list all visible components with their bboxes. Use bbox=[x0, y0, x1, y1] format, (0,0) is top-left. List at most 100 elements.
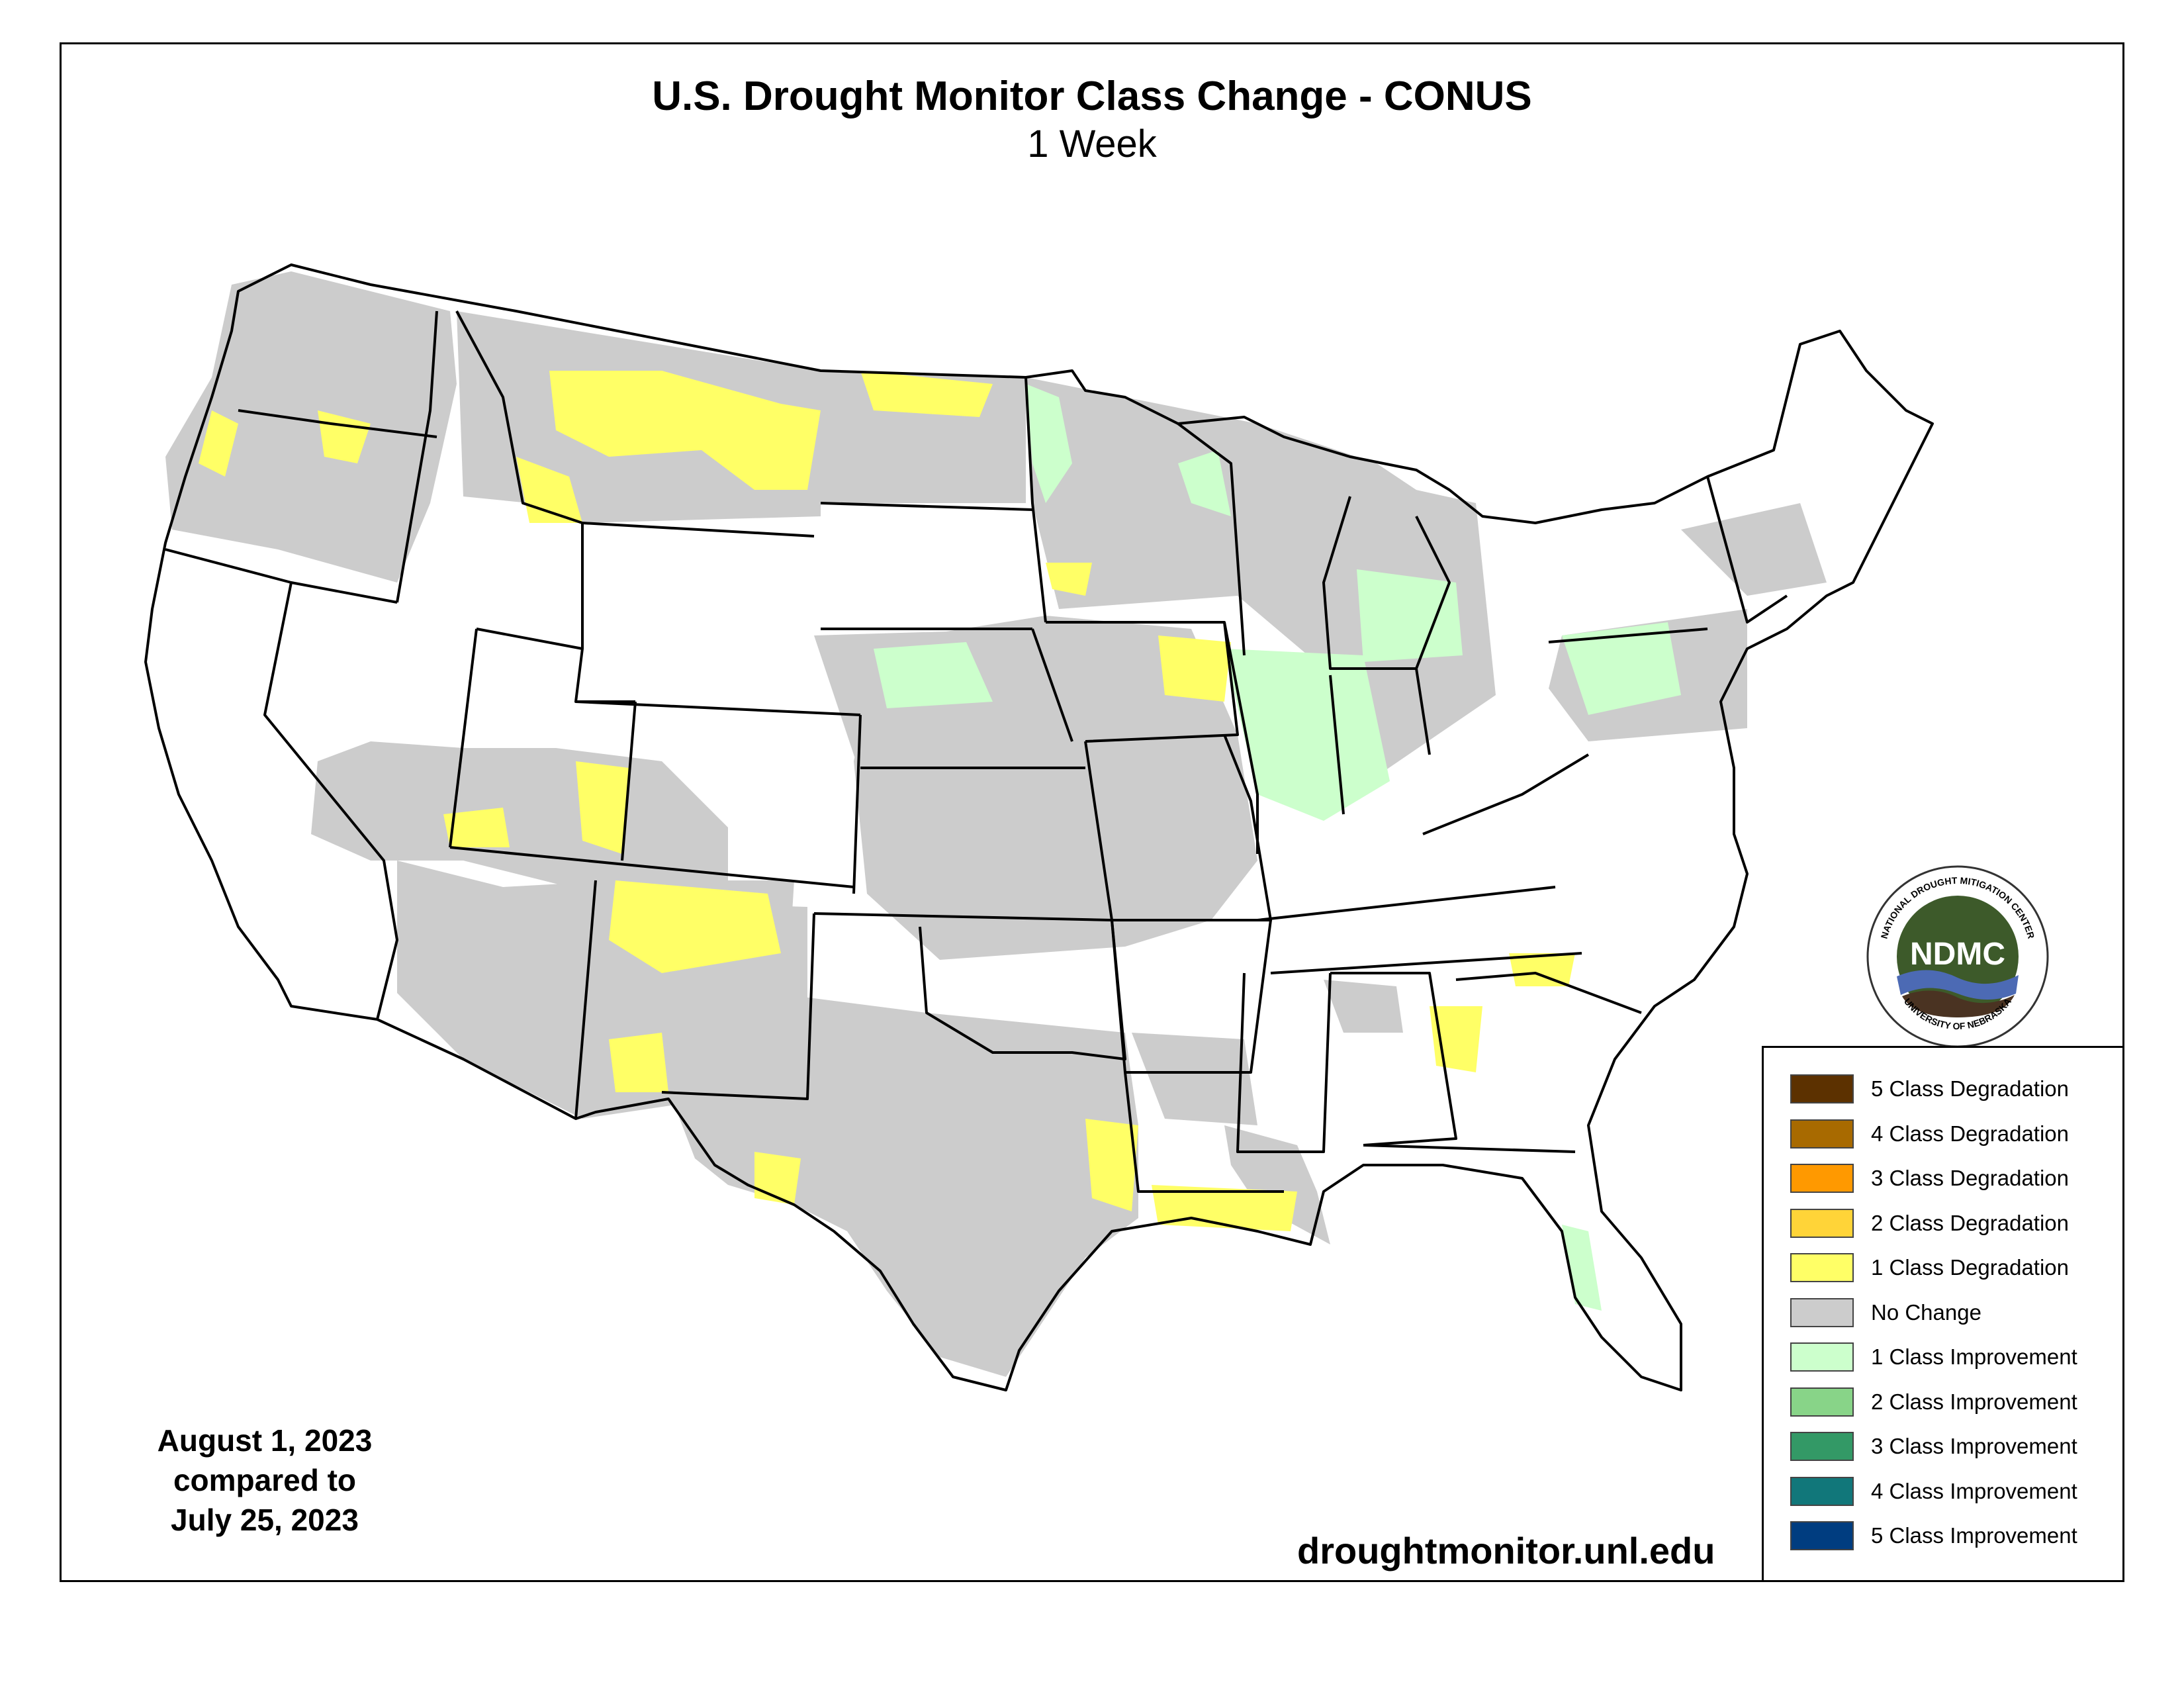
state-line-wa-or bbox=[238, 409, 437, 438]
degradation-nevada-edge bbox=[443, 808, 510, 847]
legend-item: 5 Class Degradation bbox=[1790, 1073, 2069, 1105]
compared-to-text: compared to bbox=[173, 1463, 357, 1497]
state-line-four-corners bbox=[449, 846, 854, 888]
no-change-lower-miss bbox=[1224, 1125, 1330, 1244]
state-line-in-oh bbox=[1329, 675, 1345, 815]
state-line-al-ga bbox=[1330, 972, 1457, 1147]
state-line-pa-ny bbox=[1548, 628, 1708, 643]
improvement-nebraska bbox=[874, 642, 993, 708]
state-line-ar bbox=[1111, 919, 1272, 1074]
legend-label: 2 Class Degradation bbox=[1871, 1210, 2069, 1235]
logo-abbreviation: NDMC bbox=[1910, 937, 2005, 972]
degradation-montana-west bbox=[549, 371, 821, 490]
legend-swatch bbox=[1790, 1164, 1854, 1193]
legend-item: 1 Class Improvement bbox=[1790, 1341, 2077, 1373]
no-change-great-basin bbox=[311, 741, 728, 900]
no-change-texas bbox=[649, 980, 1138, 1377]
legend-label: 2 Class Improvement bbox=[1871, 1389, 2077, 1414]
map-title: U.S. Drought Monitor Class Change - CONU… bbox=[652, 73, 1532, 119]
state-line-mn bbox=[1024, 377, 1047, 623]
date-comparison: August 1, 2023 compared to July 25, 2023 bbox=[132, 1421, 397, 1540]
state-line-wv-va bbox=[1422, 753, 1590, 835]
state-line-ne-ks-east bbox=[1031, 628, 1073, 742]
degradation-colorado-south bbox=[609, 880, 781, 973]
no-change-southeast-ms bbox=[1324, 980, 1403, 1033]
state-line-ut-co bbox=[621, 701, 637, 861]
no-change-regions bbox=[165, 271, 1827, 1377]
state-line-il-in bbox=[1223, 622, 1259, 854]
legend-swatch bbox=[1790, 1297, 1854, 1327]
degradation-north-dakota bbox=[860, 371, 993, 417]
degradation-new-mexico bbox=[609, 1033, 668, 1092]
previous-date: July 25, 2023 bbox=[171, 1503, 359, 1537]
legend-label: 3 Class Improvement bbox=[1871, 1434, 2077, 1458]
state-line-new-england bbox=[1706, 476, 1788, 624]
degradation-oregon-coast bbox=[199, 410, 238, 477]
legend-label: 4 Class Improvement bbox=[1871, 1478, 2077, 1503]
state-line-id-mt bbox=[455, 310, 583, 524]
degradation-minnesota-south bbox=[1046, 563, 1092, 596]
legend-label: 5 Class Degradation bbox=[1871, 1076, 2069, 1101]
legend-swatch bbox=[1790, 1387, 1854, 1417]
state-line-tn bbox=[1270, 952, 1582, 974]
legend-swatch bbox=[1790, 1342, 1854, 1372]
legend-label: No Change bbox=[1871, 1299, 1981, 1325]
state-line-nv-ut bbox=[449, 628, 478, 848]
website-link[interactable]: droughtmonitor.unl.edu bbox=[1297, 1530, 1715, 1571]
no-change-arkansas-south bbox=[1132, 1033, 1257, 1125]
state-line-co-ks bbox=[852, 714, 862, 894]
state-line-tn-ky bbox=[1257, 886, 1556, 921]
improvement-illinois-indiana bbox=[1224, 649, 1390, 821]
legend-item: 5 Class Improvement bbox=[1790, 1520, 2077, 1552]
legend-label: 4 Class Degradation bbox=[1871, 1121, 2069, 1146]
state-line-mi-lower bbox=[1322, 496, 1451, 670]
state-line-nm-tx bbox=[661, 913, 815, 1100]
state-line-sd-nd bbox=[820, 502, 1033, 511]
legend-label: 5 Class Improvement bbox=[1871, 1523, 2077, 1548]
legend-item: No Change bbox=[1790, 1297, 1981, 1329]
degradation-utah bbox=[576, 761, 629, 854]
degradation-iowa bbox=[1158, 635, 1231, 702]
state-line-wy-co bbox=[575, 700, 861, 716]
legend-item: 4 Class Degradation bbox=[1790, 1118, 2069, 1150]
legend-label: 3 Class Degradation bbox=[1871, 1166, 2069, 1190]
state-boundaries bbox=[144, 263, 1934, 1391]
current-date: August 1, 2023 bbox=[157, 1423, 373, 1458]
improvement-minnesota bbox=[1026, 384, 1072, 503]
improvement-michigan bbox=[1357, 569, 1463, 662]
no-change-new-england bbox=[1681, 503, 1827, 596]
state-line-ga-fl bbox=[1363, 1144, 1576, 1153]
state-line-ut-wy bbox=[476, 628, 635, 703]
legend-swatch bbox=[1790, 1476, 1854, 1506]
state-line-az-nm bbox=[574, 880, 597, 1119]
state-line-la bbox=[1124, 1072, 1284, 1193]
degradation-carolinas bbox=[1509, 953, 1575, 986]
state-line-nc-sc bbox=[1455, 972, 1642, 1014]
state-line-id-west bbox=[396, 310, 438, 603]
legend-item: 3 Class Improvement bbox=[1790, 1430, 2077, 1462]
state-line-ca-nv bbox=[263, 582, 398, 1020]
legend-item: 2 Class Improvement bbox=[1790, 1386, 2077, 1418]
legend-item: 2 Class Degradation bbox=[1790, 1207, 2069, 1239]
state-line-mt-wy bbox=[582, 522, 815, 538]
degradation-texas-east bbox=[1085, 1119, 1138, 1211]
state-line-ms-al bbox=[1236, 972, 1332, 1153]
legend-label: 1 Class Degradation bbox=[1871, 1255, 2069, 1280]
legend-item: 3 Class Degradation bbox=[1790, 1162, 2069, 1194]
legend-swatch bbox=[1790, 1208, 1854, 1238]
ndmc-logo: NDMC NATIONAL DROUGHT MITIGATION CENTER … bbox=[1866, 865, 2049, 1048]
legend-swatch bbox=[1790, 1074, 1854, 1103]
improvement-regions bbox=[874, 384, 1681, 1311]
state-line-wi-mi bbox=[1177, 422, 1246, 656]
legend-label: 1 Class Improvement bbox=[1871, 1344, 2077, 1369]
state-line-ia bbox=[1046, 621, 1239, 743]
no-change-pacific-northwest bbox=[165, 271, 457, 583]
legend-swatch bbox=[1790, 1432, 1854, 1461]
legend-item: 1 Class Degradation bbox=[1790, 1252, 2069, 1284]
improvement-pennsylvania bbox=[1562, 622, 1681, 715]
legend-swatch bbox=[1790, 1521, 1854, 1550]
map-subtitle: 1 Week bbox=[1027, 122, 1157, 165]
legend-item: 4 Class Improvement bbox=[1790, 1476, 2077, 1507]
legend-swatch bbox=[1790, 1119, 1854, 1149]
